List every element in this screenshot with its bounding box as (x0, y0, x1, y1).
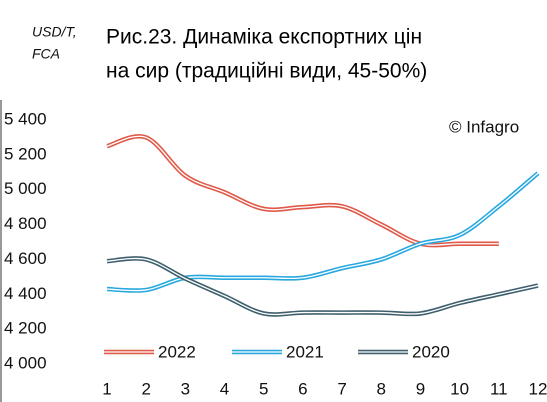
y-tick-label: 4 400 (4, 284, 47, 303)
legend-label: 2020 (412, 342, 450, 361)
legend-label: 2022 (158, 342, 196, 361)
y-tick-label: 4 200 (4, 319, 47, 338)
chart-title: Рис.23. Динаміка експортних цін (106, 26, 422, 49)
x-tick-label: 10 (450, 379, 469, 398)
y-unit: FCA (32, 46, 60, 62)
x-tick-label: 2 (141, 379, 150, 398)
legend-label: 2021 (286, 342, 324, 361)
annotation: © Infagro (449, 117, 519, 136)
series-line-inner (106, 135, 499, 246)
x-tick-label: 1 (102, 379, 111, 398)
y-tick-label: 4 600 (4, 249, 47, 268)
series-line-inner (106, 257, 539, 316)
x-tick-label: 9 (416, 379, 425, 398)
series-line (106, 134, 499, 248)
y-tick-label: 5 400 (4, 109, 47, 128)
x-tick-label: 8 (377, 379, 386, 398)
y-tick-label: 4 000 (4, 353, 47, 372)
x-tick-label: 11 (490, 379, 508, 398)
x-tick-label: 5 (259, 379, 268, 398)
y-tick-label: 5 200 (4, 144, 47, 163)
y-unit: USD/T, (32, 24, 77, 40)
x-tick-label: 6 (298, 379, 307, 398)
x-tick-label: 3 (181, 379, 190, 398)
chart-title: на сир (традиційні види, 45-50%) (106, 60, 427, 83)
series-line (106, 256, 539, 317)
x-tick-label: 7 (337, 379, 346, 398)
x-tick-label: 4 (220, 379, 229, 398)
x-tick-label: 12 (529, 379, 547, 398)
y-tick-label: 4 800 (4, 214, 47, 233)
y-tick-label: 5 000 (4, 179, 47, 198)
